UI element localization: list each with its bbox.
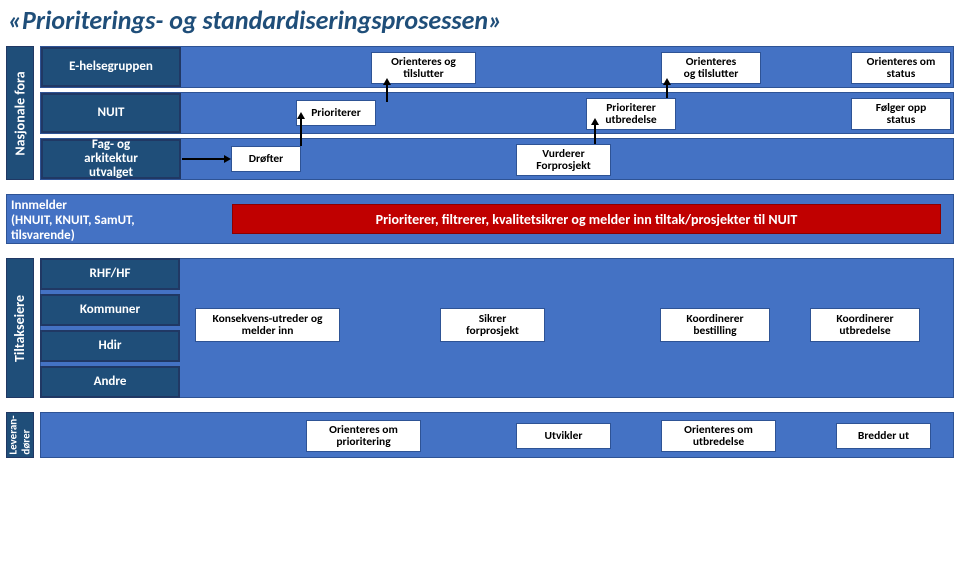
lane-label-kommuner: Kommuner [40,294,180,326]
node-prioriterer-utbredelse: Prioriterer utbredelse [586,98,676,130]
lane-label-andre: Andre [40,366,180,398]
arrow-head [224,155,231,163]
vert-label-text: Nasjonale fora [12,71,29,155]
lane-container: RHF/HF Kommuner Hdir Andre Konsekvens-ut… [40,258,954,398]
arrow-line [666,84,668,98]
lane-label: NUIT [41,93,181,133]
vert-label-tiltakseiere: Tiltakseiere [6,258,34,398]
node-vurderer-forprosjekt: Vurderer Forprosjekt [516,144,611,176]
lane-label-rhf: RHF/HF [40,258,180,290]
node-prioriterer: Prioriterer [296,100,376,126]
vert-label-text: Tiltakseiere [12,294,29,361]
lane-label: Fag- og arkitektur utvalget [41,139,181,179]
node-koordinerer-utbredelse: Koordinerer utbredelse [810,308,920,342]
innmelder-label: Innmelder (HNUIT, KNUIT, SamUT, tilsvare… [7,195,167,248]
section-tiltakseiere: Tiltakseiere RHF/HF Kommuner Hdir Andre … [6,258,954,398]
lane-ehelsegruppen: E-helsegruppen Orienteres og tilslutter … [40,46,954,88]
arrow-line [182,158,228,160]
node-utvikler: Utvikler [516,423,611,449]
node-drofter: Drøfter [231,146,301,172]
node-koordinerer-bestilling: Koordinerer bestilling [660,308,770,342]
arrow-head [383,78,391,85]
lane-label-hdir: Hdir [40,330,180,362]
section-innmelder: Innmelder (HNUIT, KNUIT, SamUT, tilsvare… [6,194,954,244]
vert-label-text: Leveran- dører [7,415,33,454]
vert-label-leverandorer: Leveran- dører [6,412,34,458]
node-folger-opp-status: Følger opp status [851,98,951,130]
node-sikrer-forprosjekt: Sikrer forprosjekt [440,308,545,342]
lane-container: Orienteres om prioritering Utvikler Orie… [40,412,954,458]
page-title: «Prioriterings- og standardiseringsprose… [0,0,960,46]
arrow-head [591,118,599,125]
lane-leverandorer: Orienteres om prioritering Utvikler Orie… [40,412,954,458]
lane-container: E-helsegruppen Orienteres og tilslutter … [40,46,954,180]
lane-label: E-helsegruppen [41,47,181,87]
lane-fag-arkitektur: Fag- og arkitektur utvalget Drøfter Vurd… [40,138,954,180]
arrow-line [386,84,388,102]
arrow-line [300,118,302,146]
vert-label-nasjonale-fora: Nasjonale fora [6,46,34,180]
lane-nuit: NUIT Prioriterer Prioriterer utbredelse … [40,92,954,134]
arrow-head [663,78,671,85]
node-orienteres-utbredelse: Orienteres om utbredelse [661,420,776,452]
section-nasjonale-fora: Nasjonale fora E-helsegruppen Orienteres… [6,46,954,180]
node-bredder-ut: Bredder ut [836,423,931,449]
lane-innmelder: Innmelder (HNUIT, KNUIT, SamUT, tilsvare… [6,194,954,244]
arrow-line [594,124,596,144]
node-orienteres-tilslutter-right: Orienteres og tilslutter [661,52,761,84]
node-konsekvens: Konsekvens-utreder og melder inn [195,308,340,342]
node-orienteres-prioritering: Orienteres om prioritering [306,420,421,452]
section-leverandorer: Leveran- dører Orienteres om prioriterin… [6,412,954,458]
node-red-prioriterer: Prioriterer, filtrerer, kvalitetsikrer o… [232,204,941,234]
node-orienteres-om-status: Orienteres om status [851,52,951,84]
arrow-head [297,112,305,119]
